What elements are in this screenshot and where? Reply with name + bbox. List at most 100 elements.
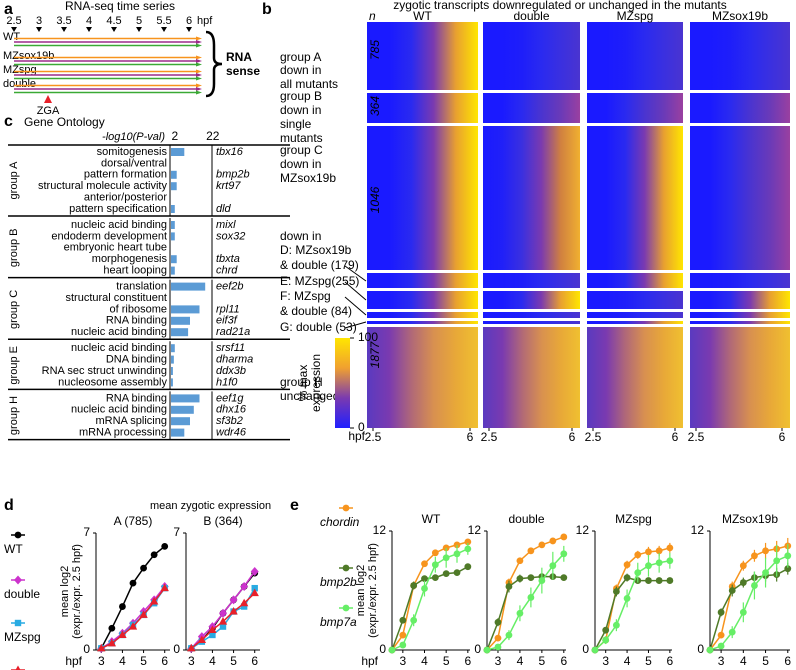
marker (399, 641, 407, 649)
heatmap-block (690, 126, 790, 270)
chart-title: B (364) (203, 514, 242, 528)
panel-label: c (4, 113, 13, 130)
bar (171, 148, 185, 156)
marker (516, 575, 524, 582)
go-term: nucleic acid binding (71, 326, 167, 338)
go-term: nucleic acid binding (71, 342, 167, 354)
go-term: heart looping (103, 265, 167, 277)
x-tick-label: 3 (495, 654, 502, 668)
marker (399, 616, 407, 624)
marker (560, 550, 568, 558)
go-term: mRNA processing (79, 427, 167, 439)
bar (171, 417, 190, 426)
marker (250, 588, 259, 597)
axis-tick-label: 2 (171, 129, 178, 143)
marker (717, 642, 725, 650)
y-tick-label: 12 (468, 523, 482, 537)
legend-label: WT (4, 542, 23, 556)
subgroup-label: & double (84) (280, 304, 352, 318)
marker (739, 562, 747, 570)
marker (666, 544, 674, 552)
subgroup-label: G: double (53) (280, 320, 357, 334)
heatmap-block (690, 321, 790, 324)
marker (453, 541, 461, 549)
heatmap-block (483, 126, 580, 270)
group-label: down in (280, 103, 321, 117)
heatmap-block (587, 273, 683, 288)
gene: dhx16 (216, 404, 247, 416)
marker (591, 646, 599, 654)
heatmap-block (367, 291, 478, 309)
marker (388, 646, 396, 654)
x-tick-label: 5 (230, 654, 237, 668)
go-term: structural constituent (66, 292, 168, 304)
arrowhead (196, 90, 202, 95)
marker (751, 552, 758, 560)
time-tick-label: 3.5 (56, 15, 71, 27)
heatmap-block (690, 312, 790, 318)
go-term: RNA sec struct unwinding (42, 365, 167, 377)
marker (239, 598, 249, 607)
marker (421, 575, 428, 582)
time-tick-label: 5 (136, 15, 142, 27)
marker (442, 554, 450, 562)
go-term: nucleic acid binding (71, 219, 167, 231)
legend-label: bmp2b (320, 575, 357, 589)
time-tick-label: 2.5 (6, 15, 21, 27)
sample-label: MZsox19b (3, 50, 54, 62)
x-tick-label: 3 (98, 654, 105, 668)
bracket (205, 30, 223, 98)
y-label: mean log2 (355, 565, 367, 616)
arrowhead (196, 36, 202, 41)
x-tick-label: 5 (645, 654, 652, 668)
group-n: 785 (368, 40, 382, 60)
group-label: group B (8, 229, 20, 268)
heatmap-block (587, 126, 683, 270)
go-term: pattern formation (84, 169, 167, 181)
axis-tick-label: 22 (206, 129, 220, 143)
go-term: endoderm development (51, 230, 167, 242)
marker (739, 579, 747, 586)
y-tick-label: 7 (83, 525, 90, 539)
time-tick-label: 4 (86, 15, 92, 27)
x-tick-label: 5 (539, 654, 546, 668)
time-tick-label: 5.5 (156, 15, 171, 27)
bar (171, 170, 177, 179)
x-tick-label: 6 (667, 654, 674, 668)
bar (171, 182, 177, 191)
marker (219, 608, 227, 618)
y-tick-label: 12 (691, 523, 705, 537)
y-label: (expr./expr. 2.5 hpf) (367, 543, 379, 638)
heatmap-block (587, 291, 683, 309)
group-label: group C (8, 290, 20, 329)
column-title: MZsox19b (712, 9, 768, 23)
marker (762, 547, 769, 555)
heatmap-block (483, 312, 580, 318)
marker (717, 631, 725, 639)
gene: mixl (216, 219, 236, 231)
marker (342, 604, 350, 612)
arrowhead (196, 76, 202, 81)
gene: tbxta (216, 253, 240, 265)
x-tick-label: 2.5 (481, 430, 498, 444)
time-tick (186, 27, 192, 32)
marker (197, 635, 207, 643)
x-tick-label: 6 (161, 654, 168, 668)
go-term: morphogenesis (92, 253, 168, 265)
time-tick (61, 27, 67, 32)
marker (453, 569, 461, 577)
heatmap-block (483, 22, 580, 90)
marker (140, 564, 147, 572)
marker (527, 594, 535, 601)
group-label: mutants (280, 131, 323, 145)
marker (634, 551, 642, 559)
panel-label: e (290, 497, 299, 514)
marker (728, 587, 736, 594)
group-label: group E (8, 346, 20, 385)
marker (549, 562, 557, 570)
y-tick-label: 0 (474, 642, 481, 656)
marker (494, 634, 502, 642)
group-label: down in (280, 157, 321, 171)
marker (505, 631, 513, 639)
